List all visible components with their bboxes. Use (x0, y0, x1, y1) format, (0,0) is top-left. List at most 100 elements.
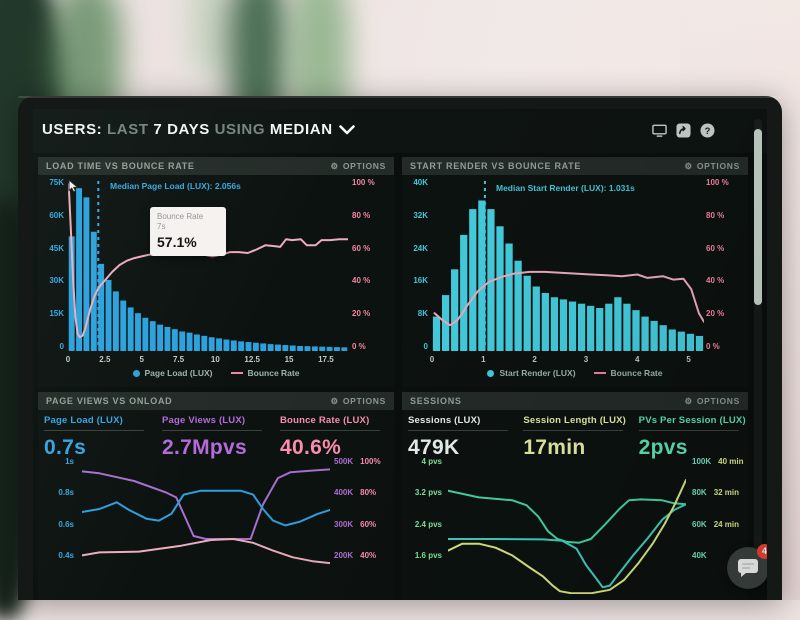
legend-line-marker (230, 372, 243, 374)
metric-block: Sessions (LUX) 479K (408, 415, 523, 460)
scrollbar-track[interactable] (754, 119, 762, 585)
axis-label: 40K (413, 178, 428, 187)
x-tick-label: 0 (65, 355, 71, 364)
metric-divider (523, 430, 624, 431)
panel-header: START RENDER VS BOUNCE RATE ⚙ OPTIONS (402, 157, 748, 175)
axis-label: 0 % (352, 341, 366, 351)
axis-label: 0.4s (58, 550, 74, 560)
axis-label: 0 (423, 341, 428, 351)
median-annotation: Median Page Load (LUX): 2.056s (110, 181, 241, 191)
x-tick-label: 0 (429, 355, 435, 364)
chart-tooltip: Bounce Rate 7s 57.1% (150, 207, 226, 256)
laptop: USERS: LAST 7 DAYS USING MEDIAN ? LO (18, 96, 782, 600)
axis-label: 1.6 pvs (414, 550, 442, 560)
axis-label: 32K (413, 210, 428, 220)
axis-label: 0.6s (58, 519, 74, 529)
legend-label: Page Load (LUX) (144, 368, 213, 378)
metric-label: Page Load (LUX) (44, 415, 124, 426)
x-tick-label: 5 (686, 355, 691, 364)
legend-dot-marker (487, 369, 495, 377)
start-render-chart-plot[interactable]: Median Start Render (LUX): 1.031s (432, 179, 704, 351)
panel-header: LOAD TIME VS BOUNCE RATE ⚙ OPTIONS (38, 157, 394, 175)
axis-label: 40 % (352, 276, 371, 286)
gear-icon: ⚙ (330, 160, 339, 171)
load-time-chart-plot[interactable]: Median Page Load (LUX): 2.056s Bounce Ra… (68, 179, 348, 351)
plant-leaf (190, 0, 230, 80)
page-views-chart-plot[interactable] (82, 454, 330, 594)
options-button[interactable]: ⚙ OPTIONS (330, 395, 386, 407)
dashboard-screen: USERS: LAST 7 DAYS USING MEDIAN ? LO (33, 109, 767, 600)
axis-label: 0 % (706, 341, 720, 351)
axis-label: 80 % (706, 210, 725, 220)
axis-label: 16K (413, 276, 428, 286)
y-axis-left: 75K 60K 45K 30K 15K 0 (38, 179, 64, 351)
mouse-cursor-icon (68, 179, 79, 193)
display-icon[interactable] (652, 123, 667, 138)
y-axis-left: 1s 0.8s 0.6s 0.4s (40, 458, 74, 560)
x-tick-label: 15 (284, 355, 294, 364)
help-icon[interactable]: ? (700, 123, 715, 138)
metric-divider (280, 430, 380, 431)
legend-item[interactable]: Page Load (LUX) (132, 368, 213, 378)
chat-bubble-icon (738, 559, 758, 577)
options-button[interactable]: ⚙ OPTIONS (330, 160, 386, 172)
svg-text:?: ? (705, 126, 711, 136)
legend-item[interactable]: Start Render (LUX) (487, 368, 576, 378)
metric-block: PVs Per Session (LUX) 2pvs (638, 415, 754, 460)
legend-dot-marker (132, 369, 140, 377)
sessions-chart-plot[interactable] (448, 454, 686, 594)
axis-label: 60K (49, 210, 64, 220)
y-axis-left: 4 pvs 3.2 pvs 2.4 pvs 1.6 pvs (404, 458, 442, 560)
axis-label: 80K 32 min (692, 488, 740, 498)
axis-label: 60K 24 min (692, 519, 740, 529)
metric-value: 0.7s (44, 436, 87, 459)
axis-label: 80 % (352, 210, 371, 220)
metrics-row: Page Load (LUX) 0.7s Page Views (LUX) 2.7Mp… (44, 415, 400, 460)
metric-block: Bounce Rate (LUX) 40.6% (280, 415, 398, 460)
metric-label: Session Length (LUX) (523, 415, 627, 426)
title-part: USERS: (42, 121, 103, 138)
x-tick-label: 2.5 (99, 355, 111, 364)
title-part: 7 DAYS (148, 121, 210, 138)
metric-value: 2.7Mpvs (162, 436, 247, 459)
legend-label: Start Render (LUX) (499, 368, 576, 378)
x-tick-label: 4 (635, 355, 640, 364)
panel-title: PAGE VIEWS VS ONLOAD (46, 396, 173, 406)
legend-item[interactable]: Bounce Rate (230, 368, 299, 378)
users-filter-dropdown[interactable]: USERS: LAST 7 DAYS USING MEDIAN (42, 121, 355, 138)
panel-page-views-vs-onload: PAGE VIEWS VS ONLOAD ⚙ OPTIONS Page Load… (38, 392, 394, 600)
options-button[interactable]: ⚙ OPTIONS (684, 395, 740, 407)
y-axis-right: 500K 100% 400K 80% 300K 60% 200K 40% (334, 458, 392, 560)
scrollbar-thumb[interactable] (754, 129, 762, 305)
metric-block: Session Length (LUX) 17min (523, 415, 638, 460)
x-tick-label: 3 (583, 355, 589, 364)
chart-legend: Start Render (LUX) Bounce Rate (402, 368, 748, 378)
panel-title: LOAD TIME VS BOUNCE RATE (46, 161, 195, 171)
metric-value: 479K (408, 436, 460, 459)
title-part: MEDIAN (265, 121, 333, 138)
panel-load-time-vs-bounce-rate: LOAD TIME VS BOUNCE RATE ⚙ OPTIONS 75K 60… (38, 157, 394, 387)
metric-divider (638, 430, 739, 431)
x-tick-label: 1 (481, 355, 486, 364)
axis-label: 200K 40% (334, 550, 377, 560)
metric-divider (162, 430, 262, 431)
axis-label: 40K (692, 550, 707, 560)
axis-label: 60 % (706, 243, 725, 253)
tooltip-value: 57.1% (157, 234, 197, 250)
metric-value: 40.6% (280, 436, 342, 459)
options-button[interactable]: ⚙ OPTIONS (684, 160, 740, 172)
axis-label: 60 % (352, 243, 371, 253)
axis-label: 24K (413, 243, 428, 253)
axis-label: 0 (59, 341, 64, 351)
notification-badge: 4 (757, 544, 767, 559)
legend-item[interactable]: Bounce Rate (593, 368, 663, 378)
x-tick-label: 5 (139, 355, 144, 364)
metric-block: Page Load (LUX) 0.7s (44, 415, 162, 460)
share-icon[interactable] (676, 123, 691, 138)
metric-label: Bounce Rate (LUX) (280, 415, 370, 426)
x-tick-label: 12.5 (244, 355, 260, 364)
chat-widget-button[interactable]: 4 (727, 544, 767, 589)
x-tick-label: 17.5 (318, 355, 334, 364)
axis-label: 30K (49, 276, 64, 286)
title-part: USING (209, 121, 266, 138)
